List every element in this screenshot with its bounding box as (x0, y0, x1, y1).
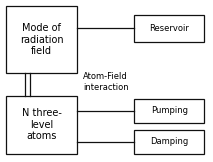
Text: N three-
level
atoms: N three- level atoms (22, 108, 62, 141)
Text: Damping: Damping (150, 137, 189, 146)
Bar (134, 130, 204, 154)
Bar (134, 15, 204, 42)
Bar (6, 96, 77, 154)
Text: Reservoir: Reservoir (149, 24, 189, 33)
Bar (134, 99, 204, 123)
Text: Pumping: Pumping (151, 106, 188, 116)
Bar (6, 6, 77, 73)
Text: Mode of
radiation
field: Mode of radiation field (20, 23, 63, 56)
Text: Atom-Field
interaction: Atom-Field interaction (83, 72, 129, 92)
